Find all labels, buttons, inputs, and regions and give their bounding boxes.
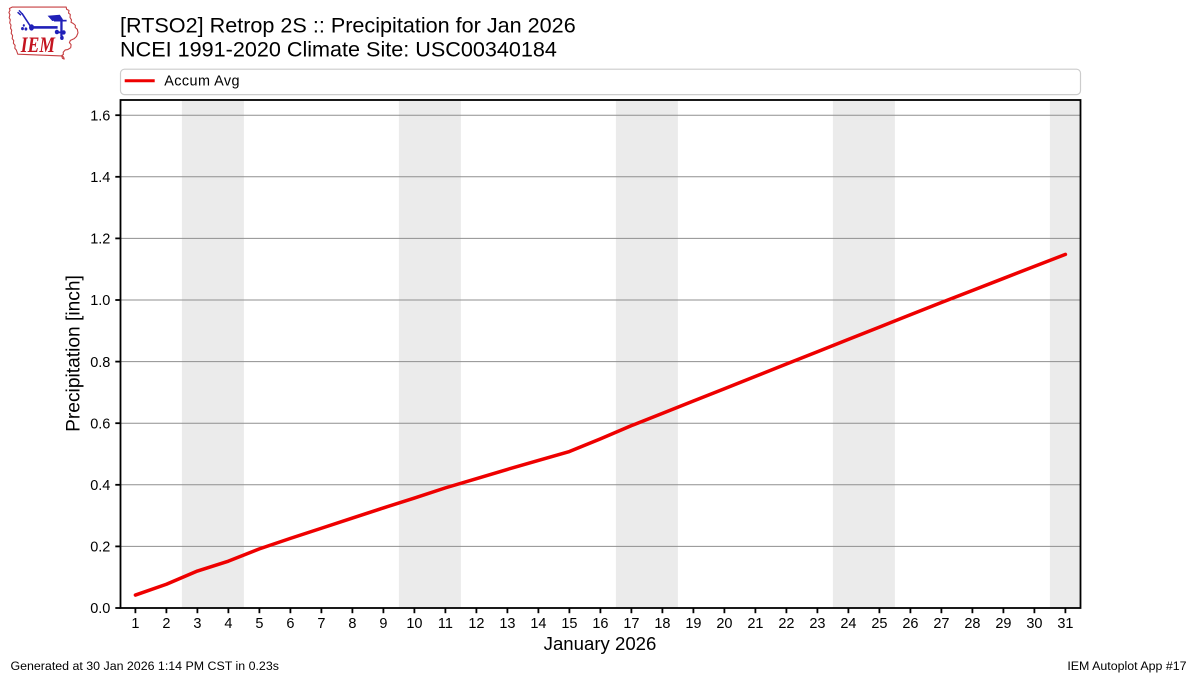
svg-text:1.6: 1.6: [90, 108, 110, 124]
svg-text:21: 21: [747, 616, 763, 632]
svg-text:15: 15: [561, 616, 577, 632]
svg-text:5: 5: [255, 616, 263, 632]
svg-text:Generated at 30 Jan 2026 1:14: Generated at 30 Jan 2026 1:14 PM CST in …: [11, 659, 279, 673]
svg-text:9: 9: [379, 616, 387, 632]
svg-text:0.8: 0.8: [90, 355, 110, 371]
svg-text:4: 4: [224, 616, 232, 632]
svg-text:3: 3: [193, 616, 201, 632]
svg-text:January 2026: January 2026: [544, 633, 657, 654]
svg-text:27: 27: [933, 616, 949, 632]
svg-text:11: 11: [438, 616, 453, 632]
svg-text:25: 25: [871, 616, 887, 632]
svg-text:6: 6: [286, 616, 294, 632]
svg-text:1.4: 1.4: [90, 170, 110, 186]
svg-text:26: 26: [902, 616, 918, 632]
svg-text:0.2: 0.2: [90, 540, 110, 556]
svg-text:17: 17: [623, 616, 639, 632]
svg-text:23: 23: [809, 616, 825, 632]
svg-text:Precipitation [inch]: Precipitation [inch]: [64, 275, 85, 432]
svg-text:22: 22: [778, 616, 794, 632]
svg-text:0.4: 0.4: [90, 478, 110, 494]
svg-text:1.2: 1.2: [90, 232, 110, 248]
svg-text:2: 2: [162, 616, 170, 632]
svg-text:16: 16: [592, 616, 608, 632]
svg-text:30: 30: [1026, 616, 1042, 632]
svg-text:31: 31: [1057, 616, 1073, 632]
svg-text:28: 28: [964, 616, 980, 632]
svg-text:0.0: 0.0: [90, 601, 110, 617]
svg-text:12: 12: [468, 616, 484, 632]
svg-text:[RTSO2] Retrop 2S :: Precipita: [RTSO2] Retrop 2S :: Precipitation for J…: [120, 13, 576, 38]
svg-text:19: 19: [685, 616, 701, 632]
svg-text:NCEI 1991-2020 Climate Site: U: NCEI 1991-2020 Climate Site: USC00340184: [120, 36, 557, 61]
svg-text:Accum Avg: Accum Avg: [164, 74, 240, 90]
svg-text:0.6: 0.6: [90, 416, 110, 432]
svg-text:20: 20: [716, 616, 732, 632]
svg-text:10: 10: [406, 616, 422, 632]
svg-text:IEM: IEM: [20, 32, 56, 57]
svg-text:14: 14: [530, 616, 546, 632]
svg-text:18: 18: [654, 616, 670, 632]
svg-text:1: 1: [131, 616, 139, 632]
svg-text:1.0: 1.0: [90, 293, 110, 309]
svg-text:13: 13: [499, 616, 515, 632]
svg-text:8: 8: [348, 616, 356, 632]
svg-text:7: 7: [317, 616, 325, 632]
svg-text:29: 29: [995, 616, 1011, 632]
svg-text:24: 24: [840, 616, 856, 632]
svg-text:IEM Autoplot App #17: IEM Autoplot App #17: [1067, 659, 1186, 673]
